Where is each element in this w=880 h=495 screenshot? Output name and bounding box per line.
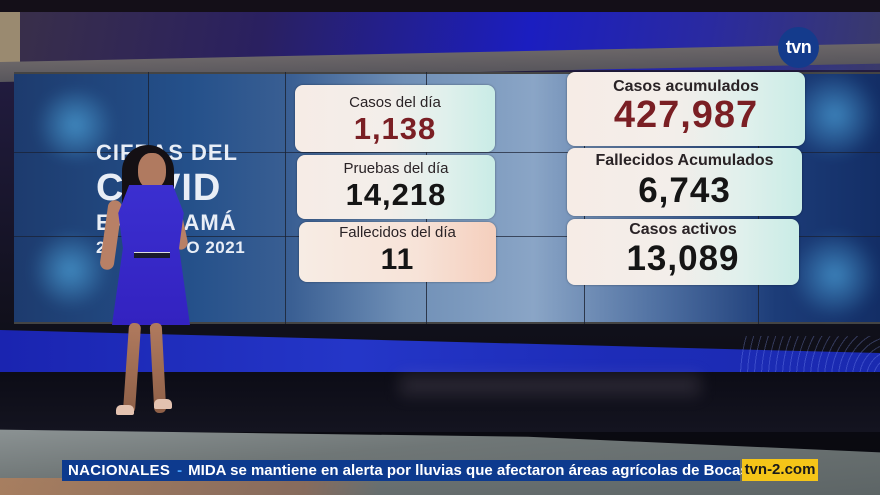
ceiling-shadow (0, 0, 880, 12)
card-label: Casos activos (629, 221, 737, 238)
desk-highlight (0, 478, 380, 495)
card-value: 1,138 (353, 111, 437, 146)
card-label: Casos del día (349, 94, 441, 111)
card-label: Fallecidos Acumulados (595, 152, 774, 169)
wall-seam (285, 72, 286, 324)
wall-particles (790, 70, 880, 160)
presenter-shoe (116, 405, 134, 415)
card-value: 11 (380, 243, 415, 276)
studio-floor (0, 372, 880, 432)
presenter-tablet (134, 252, 170, 258)
card-casos-acumulados: Casos acumulados 427,987 (567, 72, 805, 146)
ticker-headline: MIDA se mantiene en alerta por lluvias q… (188, 462, 807, 479)
card-value: 6,743 (638, 171, 731, 210)
card-label: Fallecidos del día (339, 224, 456, 241)
wall-particles (30, 230, 110, 310)
floor-reflection (400, 375, 700, 395)
card-casos-activos: Casos activos 13,089 (567, 219, 799, 285)
presenter (99, 145, 200, 425)
presenter-shoe (154, 399, 172, 409)
wall-seam (14, 152, 880, 153)
wall-particles (790, 230, 880, 320)
card-fallecidos-del-dia: Fallecidos del día 11 (299, 222, 496, 282)
card-pruebas-del-dia: Pruebas del día 14,218 (297, 155, 495, 219)
studio-column (0, 12, 20, 68)
wall-particles (30, 90, 120, 160)
news-ticker: NACIONALES - MIDA se mantiene en alerta … (62, 460, 807, 481)
presenter-arm (99, 199, 123, 271)
card-casos-del-dia: Casos del día 1,138 (295, 85, 495, 152)
ticker-separator: - (177, 462, 183, 479)
ticker-section: NACIONALES (68, 462, 171, 479)
card-value: 14,218 (345, 177, 447, 212)
card-value: 13,089 (626, 239, 740, 278)
date-right: O 2021 (186, 238, 246, 257)
card-value: 427,987 (613, 94, 759, 136)
presenter-face (138, 153, 166, 189)
presenter-leg (122, 322, 142, 414)
ticker-site-badge: tvn-2.com (742, 459, 818, 481)
card-label: Pruebas del día (343, 160, 449, 177)
card-label: Casos acumulados (613, 78, 759, 95)
card-fallecidos-acumulados: Fallecidos Acumulados 6,743 (567, 148, 802, 216)
tvn-logo: tvn (778, 27, 819, 68)
